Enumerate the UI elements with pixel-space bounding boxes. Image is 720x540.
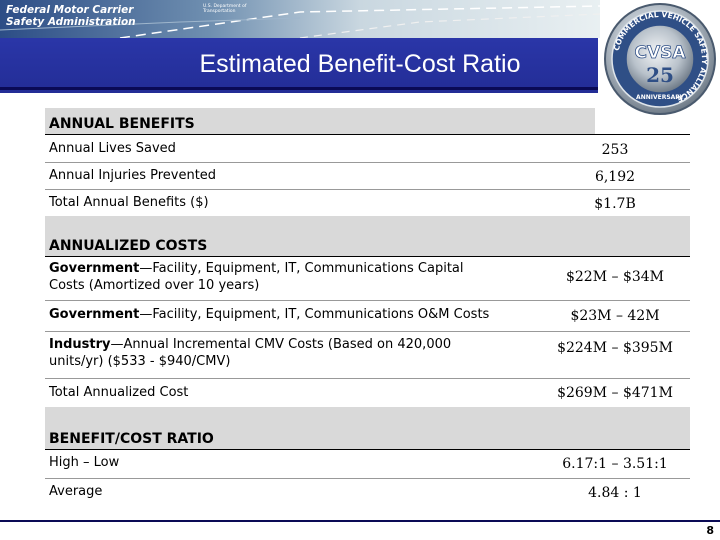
section-title: ANNUALIZED COSTS bbox=[49, 238, 208, 254]
row-value: $224M – $395M bbox=[557, 340, 673, 356]
agency-line-1: Federal Motor Carrier bbox=[6, 4, 134, 16]
section-title: ANNUAL BENEFITS bbox=[49, 116, 195, 132]
row-label: Total Annualized Cost bbox=[49, 385, 189, 400]
table-row: Annual Injuries Prevented 6,192 bbox=[45, 165, 690, 189]
row-label-line2: units/yr) ($533 - $940/CMV) bbox=[49, 354, 231, 369]
row-label: Average bbox=[49, 484, 103, 499]
divider bbox=[45, 378, 690, 379]
seal-number: 25 bbox=[646, 63, 674, 87]
table-row: Total Annual Benefits ($) $1.7B bbox=[45, 192, 690, 216]
row-value: $23M – 42M bbox=[570, 308, 660, 324]
row-label: Industry—Annual Incremental CMV Costs (B… bbox=[49, 337, 451, 353]
highway-graphic bbox=[0, 5, 600, 38]
row-value: $22M – $34M bbox=[565, 269, 664, 285]
table-row: Industry—Annual Incremental CMV Costs (B… bbox=[45, 335, 690, 377]
row-value: 253 bbox=[601, 142, 629, 158]
row-label-text: —Facility, Equipment, IT, Communications… bbox=[139, 307, 490, 322]
divider bbox=[45, 189, 690, 190]
row-label: Annual Lives Saved bbox=[49, 141, 176, 156]
agency-name: Federal Motor Carrier Safety Administrat… bbox=[6, 4, 136, 28]
row-label-bold: Government bbox=[49, 261, 140, 276]
row-label: Annual Injuries Prevented bbox=[49, 168, 217, 183]
cvsa-seal: COMMERCIAL VEHICLE SAFETY ALLIANCE CVSA … bbox=[604, 3, 716, 115]
row-value: 4.84 : 1 bbox=[588, 485, 642, 501]
dot-logo-text: U.S. Department of Transportation bbox=[203, 4, 246, 14]
agency-line-2: Safety Administration bbox=[6, 16, 136, 28]
table-row: Government—Facility, Equipment, IT, Comm… bbox=[45, 259, 690, 299]
section-title: BENEFIT/COST RATIO bbox=[49, 431, 214, 447]
page-number: 8 bbox=[706, 524, 714, 537]
divider bbox=[45, 331, 690, 332]
section-header-annualized-costs: ANNUALIZED COSTS bbox=[45, 216, 690, 256]
dot-line-1: U.S. Department of bbox=[203, 4, 247, 9]
table-row: Average 4.84 : 1 bbox=[45, 481, 690, 505]
divider bbox=[45, 256, 690, 257]
seal-bottom-text: ANNIVERSARY bbox=[636, 94, 685, 101]
title-bar bbox=[0, 38, 598, 93]
table-row: High – Low 6.17:1 – 3.51:1 bbox=[45, 452, 690, 476]
page-title: Estimated Benefit-Cost Ratio bbox=[199, 50, 521, 78]
row-label: Government—Facility, Equipment, IT, Comm… bbox=[49, 307, 489, 323]
divider bbox=[45, 134, 690, 135]
row-value: $1.7B bbox=[594, 196, 636, 212]
divider bbox=[45, 478, 690, 479]
slide-header: Federal Motor Carrier Safety Administrat… bbox=[0, 0, 720, 93]
row-label-text: —Facility, Equipment, IT, Communications… bbox=[139, 261, 464, 276]
row-value: 6.17:1 – 3.51:1 bbox=[562, 456, 668, 472]
row-value: 6,192 bbox=[594, 169, 636, 185]
row-label-text: —Annual Incremental CMV Costs (Based on … bbox=[110, 337, 452, 352]
divider bbox=[45, 300, 690, 301]
section-header-benefit-cost-ratio: BENEFIT/COST RATIO bbox=[45, 407, 690, 449]
dot-line-2: Transportation bbox=[203, 9, 236, 14]
table-row: Annual Lives Saved 253 bbox=[45, 138, 690, 162]
row-value: $269M – $471M bbox=[557, 385, 673, 401]
divider bbox=[45, 449, 690, 450]
row-label: High – Low bbox=[49, 455, 120, 470]
row-label-line2: Costs (Amortized over 10 years) bbox=[49, 278, 260, 293]
section-header-annual-benefits: ANNUAL BENEFITS bbox=[45, 108, 595, 134]
row-label-bold: Industry bbox=[49, 337, 111, 352]
row-label: Total Annual Benefits ($) bbox=[49, 195, 209, 210]
divider bbox=[45, 162, 690, 163]
table-row: Total Annualized Cost $269M – $471M bbox=[45, 381, 690, 407]
row-label: Government—Facility, Equipment, IT, Comm… bbox=[49, 261, 464, 277]
row-label-bold: Government bbox=[49, 307, 140, 322]
seal-center-text: CVSA bbox=[634, 43, 686, 63]
seal-inner-disc bbox=[625, 24, 695, 94]
table-row: Government—Facility, Equipment, IT, Comm… bbox=[45, 303, 690, 329]
title-underline bbox=[0, 87, 598, 90]
footer-divider bbox=[0, 520, 720, 522]
